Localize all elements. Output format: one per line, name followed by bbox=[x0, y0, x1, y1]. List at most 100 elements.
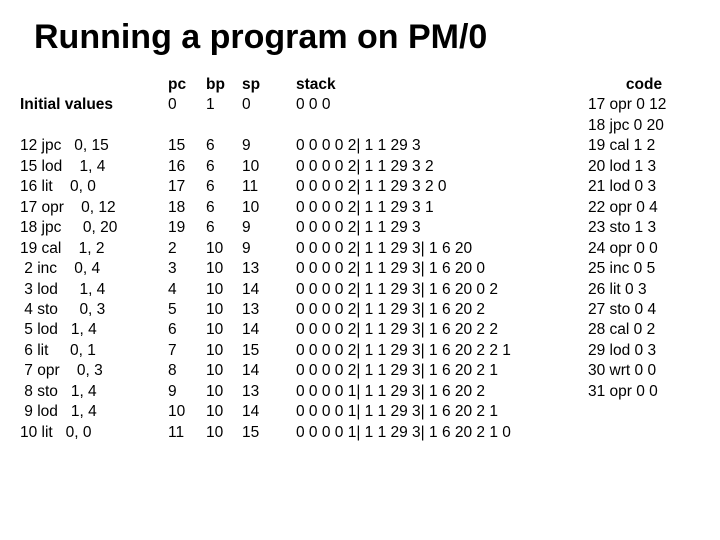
pc-header: pc bbox=[168, 75, 206, 95]
code-header: code bbox=[588, 75, 700, 95]
instruction-column: Initial values 12 jpc 0, 15 15 lod 1, 4 … bbox=[20, 75, 168, 443]
trace-sp: 13 bbox=[242, 300, 296, 320]
trace-sp: 9 bbox=[242, 136, 296, 156]
trace-stack: 0 0 0 0 2| 1 1 29 3| 1 6 20 bbox=[296, 239, 580, 259]
trace-stack: 0 0 0 0 1| 1 1 29 3| 1 6 20 2 bbox=[296, 382, 580, 402]
code-line: 31 opr 0 0 bbox=[588, 382, 700, 402]
stack-header: stack bbox=[296, 75, 580, 95]
trace-stack: 0 0 0 0 2| 1 1 29 3| 1 6 20 0 2 bbox=[296, 280, 580, 300]
trace-sp: 14 bbox=[242, 402, 296, 422]
trace-pc: 8 bbox=[168, 361, 206, 381]
bp-column: bp 1 6 6 6 6 6 10 10 10 10 10 10 10 10 1… bbox=[206, 75, 242, 443]
trace-bp: 10 bbox=[206, 341, 242, 361]
trace-pc: 7 bbox=[168, 341, 206, 361]
trace-instr: 10 lit 0, 0 bbox=[20, 423, 168, 443]
trace-bp: 10 bbox=[206, 402, 242, 422]
trace-pc: 19 bbox=[168, 218, 206, 238]
trace-instr: 15 lod 1, 4 bbox=[20, 157, 168, 177]
trace-stack: 0 0 0 0 2| 1 1 29 3 1 bbox=[296, 198, 580, 218]
trace-sp: 13 bbox=[242, 382, 296, 402]
trace-bp: 10 bbox=[206, 300, 242, 320]
code-line: 27 sto 0 4 bbox=[588, 300, 700, 320]
stack-column: stack 0 0 0 0 0 0 0 2| 1 1 29 3 0 0 0 0 … bbox=[296, 75, 580, 443]
trace-pc: 18 bbox=[168, 198, 206, 218]
trace-sp: 14 bbox=[242, 280, 296, 300]
initial-sp: 0 bbox=[242, 95, 296, 115]
initial-pc: 0 bbox=[168, 95, 206, 115]
trace-pc: 16 bbox=[168, 157, 206, 177]
trace-sp: 14 bbox=[242, 361, 296, 381]
trace-instr: 7 opr 0, 3 bbox=[20, 361, 168, 381]
trace-stack: 0 0 0 0 2| 1 1 29 3| 1 6 20 2 2 bbox=[296, 320, 580, 340]
trace-instr: 8 sto 1, 4 bbox=[20, 382, 168, 402]
code-line: 25 inc 0 5 bbox=[588, 259, 700, 279]
code-line: 21 lod 0 3 bbox=[588, 177, 700, 197]
code-line: 22 opr 0 4 bbox=[588, 198, 700, 218]
bp-header: bp bbox=[206, 75, 242, 95]
code-line: 19 cal 1 2 bbox=[588, 136, 700, 156]
trace-bp: 10 bbox=[206, 361, 242, 381]
trace-instr: 3 lod 1, 4 bbox=[20, 280, 168, 300]
code-line: 18 jpc 0 20 bbox=[588, 116, 700, 136]
trace-bp: 6 bbox=[206, 157, 242, 177]
trace-instr: 16 lit 0, 0 bbox=[20, 177, 168, 197]
trace-instr: 4 sto 0, 3 bbox=[20, 300, 168, 320]
trace-instr: 5 lod 1, 4 bbox=[20, 320, 168, 340]
trace-sp: 15 bbox=[242, 341, 296, 361]
code-line: 17 opr 0 12 bbox=[588, 95, 700, 115]
code-line: 26 lit 0 3 bbox=[588, 280, 700, 300]
trace-sp: 15 bbox=[242, 423, 296, 443]
trace-bp: 10 bbox=[206, 320, 242, 340]
trace-instr: 18 jpc 0, 20 bbox=[20, 218, 168, 238]
code-column: code 17 opr 0 12 18 jpc 0 20 19 cal 1 2 … bbox=[588, 75, 700, 443]
initial-stack: 0 0 0 bbox=[296, 95, 580, 115]
pc-column: pc 0 15 16 17 18 19 2 3 4 5 6 7 8 9 10 1… bbox=[168, 75, 206, 443]
trace-pc: 5 bbox=[168, 300, 206, 320]
trace-instr: 9 lod 1, 4 bbox=[20, 402, 168, 422]
trace-table: Initial values 12 jpc 0, 15 15 lod 1, 4 … bbox=[20, 75, 700, 443]
trace-sp: 10 bbox=[242, 198, 296, 218]
trace-stack: 0 0 0 0 2| 1 1 29 3| 1 6 20 2 1 bbox=[296, 361, 580, 381]
trace-pc: 2 bbox=[168, 239, 206, 259]
code-line: 23 sto 1 3 bbox=[588, 218, 700, 238]
trace-stack: 0 0 0 0 1| 1 1 29 3| 1 6 20 2 1 0 bbox=[296, 423, 580, 443]
code-line: 20 lod 1 3 bbox=[588, 157, 700, 177]
trace-stack: 0 0 0 0 2| 1 1 29 3| 1 6 20 0 bbox=[296, 259, 580, 279]
trace-bp: 10 bbox=[206, 382, 242, 402]
trace-sp: 14 bbox=[242, 320, 296, 340]
trace-bp: 10 bbox=[206, 280, 242, 300]
trace-pc: 11 bbox=[168, 423, 206, 443]
sp-column: sp 0 9 10 11 10 9 9 13 14 13 14 15 14 13… bbox=[242, 75, 296, 443]
trace-instr: 2 inc 0, 4 bbox=[20, 259, 168, 279]
trace-stack: 0 0 0 0 2| 1 1 29 3 bbox=[296, 218, 580, 238]
trace-stack: 0 0 0 0 2| 1 1 29 3 bbox=[296, 136, 580, 156]
trace-sp: 11 bbox=[242, 177, 296, 197]
trace-pc: 3 bbox=[168, 259, 206, 279]
page-title: Running a program on PM/0 bbox=[34, 18, 700, 57]
trace-pc: 6 bbox=[168, 320, 206, 340]
code-line: 28 cal 0 2 bbox=[588, 320, 700, 340]
trace-bp: 10 bbox=[206, 423, 242, 443]
trace-sp: 9 bbox=[242, 218, 296, 238]
trace-bp: 10 bbox=[206, 239, 242, 259]
code-line: 30 wrt 0 0 bbox=[588, 361, 700, 381]
trace-instr: 17 opr 0, 12 bbox=[20, 198, 168, 218]
trace-bp: 6 bbox=[206, 136, 242, 156]
trace-instr: 12 jpc 0, 15 bbox=[20, 136, 168, 156]
trace-pc: 17 bbox=[168, 177, 206, 197]
trace-bp: 6 bbox=[206, 218, 242, 238]
sp-header: sp bbox=[242, 75, 296, 95]
trace-stack: 0 0 0 0 2| 1 1 29 3 2 0 bbox=[296, 177, 580, 197]
trace-pc: 4 bbox=[168, 280, 206, 300]
trace-pc: 10 bbox=[168, 402, 206, 422]
trace-stack: 0 0 0 0 2| 1 1 29 3| 1 6 20 2 2 1 bbox=[296, 341, 580, 361]
trace-pc: 15 bbox=[168, 136, 206, 156]
code-line: 24 opr 0 0 bbox=[588, 239, 700, 259]
code-line: 29 lod 0 3 bbox=[588, 341, 700, 361]
trace-stack: 0 0 0 0 2| 1 1 29 3 2 bbox=[296, 157, 580, 177]
trace-sp: 10 bbox=[242, 157, 296, 177]
trace-sp: 9 bbox=[242, 239, 296, 259]
trace-instr: 6 lit 0, 1 bbox=[20, 341, 168, 361]
trace-pc: 9 bbox=[168, 382, 206, 402]
initial-bp: 1 bbox=[206, 95, 242, 115]
